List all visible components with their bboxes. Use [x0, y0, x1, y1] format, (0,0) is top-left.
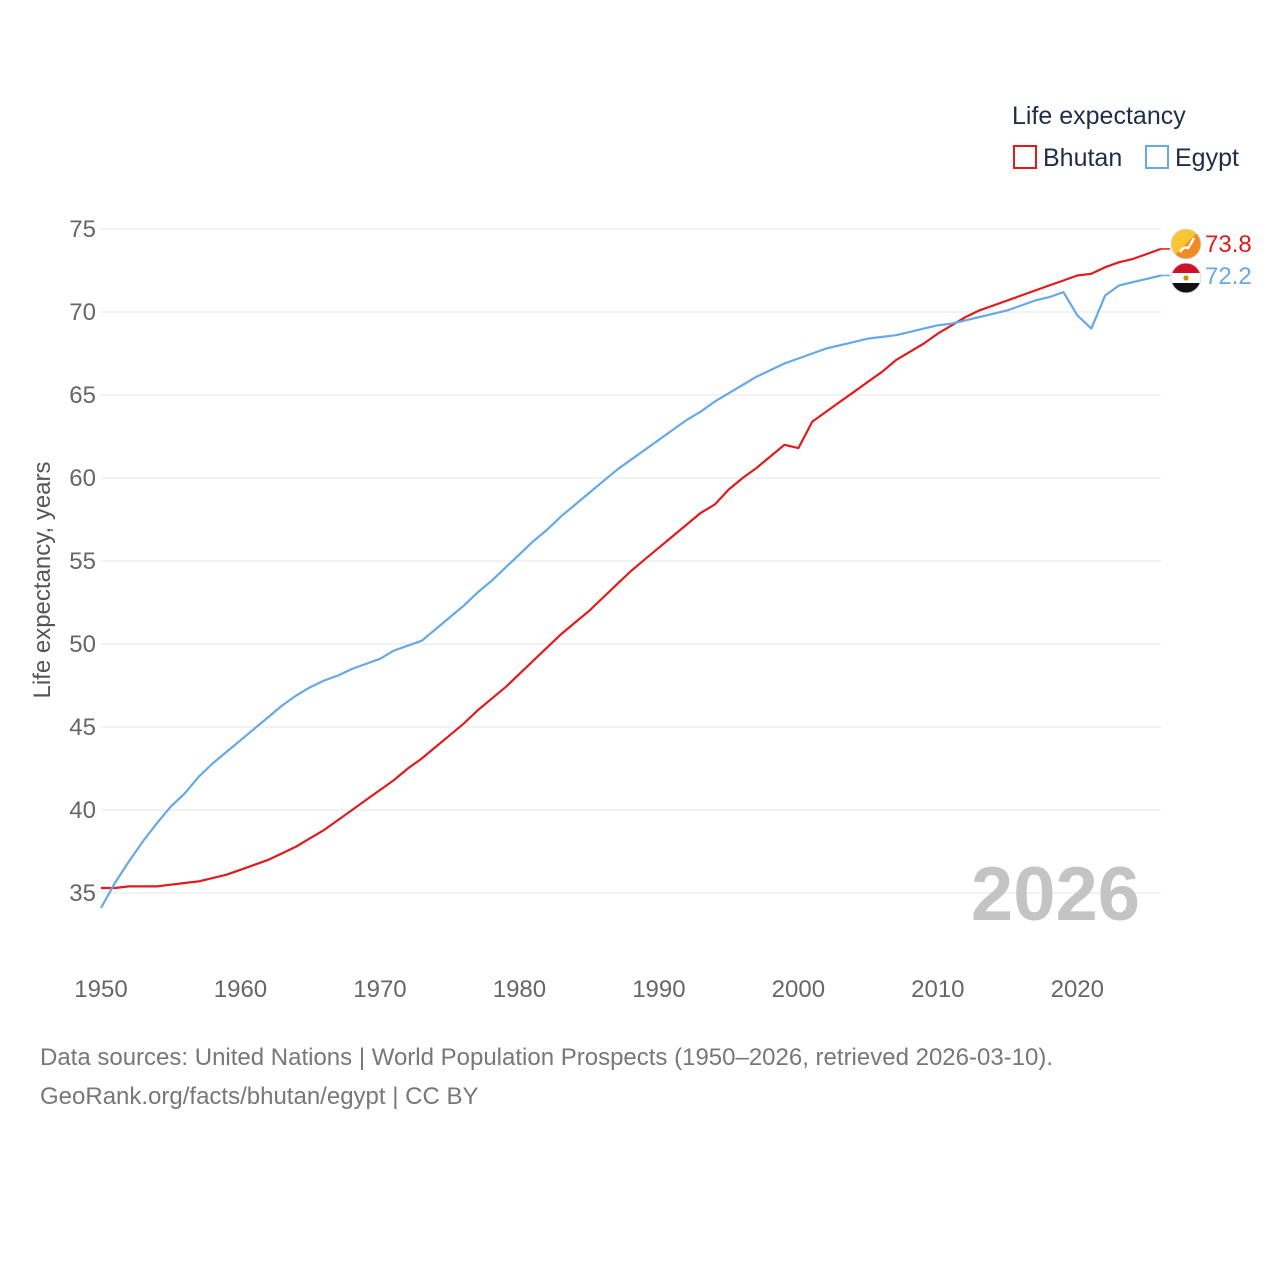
series-line-bhutan[interactable]	[101, 247, 1162, 890]
data-source-note: Data sources: United Nations | World Pop…	[40, 1044, 1054, 1071]
gridlines	[101, 228, 1161, 894]
y-tick-label: 70	[69, 299, 96, 326]
legend-title: Life expectancy	[1012, 102, 1186, 130]
legend-item-bhutan[interactable]: Bhutan	[1013, 144, 1122, 172]
y-tick-label: 75	[69, 216, 96, 243]
attribution-link[interactable]: GeoRank.org/facts/bhutan/egypt | CC BY	[40, 1083, 479, 1110]
y-tick-label: 60	[69, 465, 96, 492]
y-tick-label: 45	[69, 714, 96, 741]
legend-label-bhutan: Bhutan	[1043, 144, 1122, 172]
x-tick-label: 1960	[214, 976, 267, 1003]
x-tick-label: 1980	[493, 976, 546, 1003]
x-tick-label: 1970	[353, 976, 406, 1003]
y-axis: 35 40 45 50 55 60 65 70 75	[69, 216, 96, 907]
legend-item-egypt[interactable]: Egypt	[1145, 144, 1239, 172]
legend-swatch-bhutan	[1013, 145, 1037, 169]
end-label-bhutan: 73.8	[1205, 231, 1252, 258]
series-line-egypt[interactable]	[100, 274, 1162, 909]
legend: Life expectancy Bhutan Egypt	[1012, 102, 1239, 172]
x-tick-label: 2010	[911, 976, 964, 1003]
y-tick-label: 65	[69, 382, 96, 409]
y-tick-label: 35	[69, 880, 96, 907]
x-tick-label: 2020	[1051, 976, 1104, 1003]
y-axis-label: Life expectancy, years	[29, 461, 56, 698]
year-watermark: 2026	[971, 852, 1140, 937]
egypt-flag-icon	[1171, 263, 1201, 293]
end-label-egypt: 72.2	[1205, 263, 1252, 290]
legend-swatch-egypt	[1145, 145, 1169, 169]
x-axis: 1950 1960 1970 1980 1990 2000 2010 2020	[74, 976, 1104, 1003]
x-tick-label: 2000	[772, 976, 825, 1003]
egypt-flag-border	[1170, 262, 1202, 294]
y-tick-label: 55	[69, 548, 96, 575]
x-tick-label: 1950	[74, 976, 127, 1003]
y-tick-label: 40	[69, 797, 96, 824]
x-tick-label: 1990	[632, 976, 685, 1003]
bhutan-flag-border	[1170, 228, 1202, 260]
series-lines	[100, 247, 1170, 909]
bhutan-flag-icon	[1171, 229, 1201, 259]
legend-label-egypt: Egypt	[1175, 144, 1239, 172]
y-tick-label: 50	[69, 631, 96, 658]
